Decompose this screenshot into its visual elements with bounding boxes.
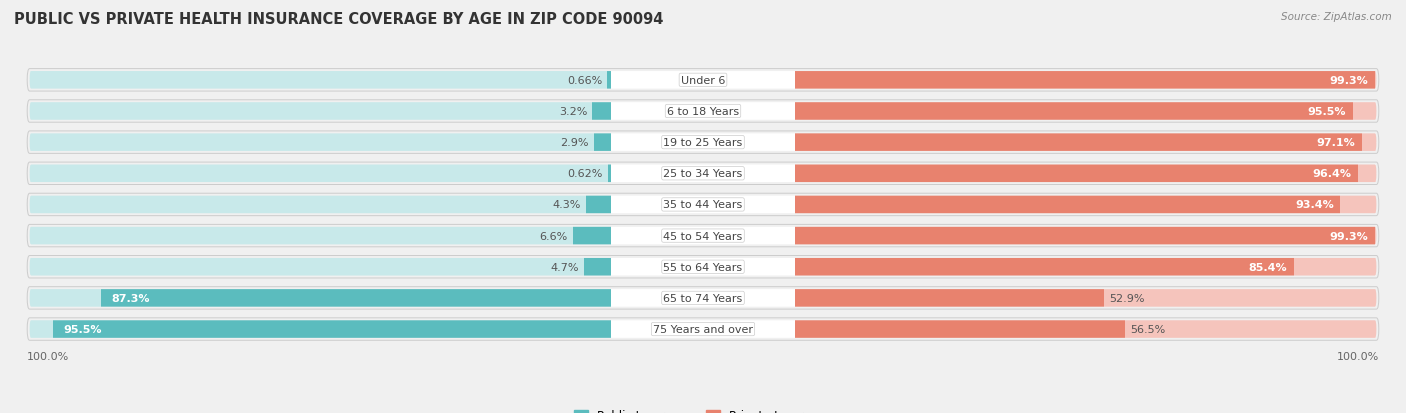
FancyBboxPatch shape	[27, 100, 1379, 123]
FancyBboxPatch shape	[583, 256, 612, 278]
Text: 95.5%: 95.5%	[63, 324, 101, 334]
FancyBboxPatch shape	[794, 163, 1358, 185]
FancyBboxPatch shape	[27, 256, 1379, 279]
Text: 3.2%: 3.2%	[558, 107, 588, 117]
FancyBboxPatch shape	[27, 162, 1379, 185]
FancyBboxPatch shape	[607, 69, 612, 92]
FancyBboxPatch shape	[27, 194, 612, 216]
Text: 87.3%: 87.3%	[111, 293, 149, 303]
Text: 65 to 74 Years: 65 to 74 Years	[664, 293, 742, 303]
FancyBboxPatch shape	[794, 225, 1379, 247]
Text: Under 6: Under 6	[681, 76, 725, 85]
FancyBboxPatch shape	[27, 69, 1379, 92]
FancyBboxPatch shape	[794, 69, 1375, 92]
Text: 97.1%: 97.1%	[1316, 138, 1355, 148]
FancyBboxPatch shape	[794, 318, 1125, 340]
Text: 99.3%: 99.3%	[1330, 76, 1368, 85]
FancyBboxPatch shape	[27, 132, 612, 154]
FancyBboxPatch shape	[592, 100, 612, 123]
Text: 100.0%: 100.0%	[1337, 351, 1379, 361]
FancyBboxPatch shape	[794, 132, 1379, 154]
Text: 19 to 25 Years: 19 to 25 Years	[664, 138, 742, 148]
FancyBboxPatch shape	[794, 194, 1340, 216]
Legend: Public Insurance, Private Insurance: Public Insurance, Private Insurance	[569, 404, 837, 413]
FancyBboxPatch shape	[794, 194, 1379, 216]
Text: 6.6%: 6.6%	[538, 231, 568, 241]
FancyBboxPatch shape	[794, 287, 1379, 309]
Text: 4.3%: 4.3%	[553, 200, 581, 210]
FancyBboxPatch shape	[586, 194, 612, 216]
FancyBboxPatch shape	[27, 318, 1379, 341]
FancyBboxPatch shape	[53, 318, 612, 340]
FancyBboxPatch shape	[101, 287, 612, 309]
FancyBboxPatch shape	[607, 163, 612, 185]
Text: PUBLIC VS PRIVATE HEALTH INSURANCE COVERAGE BY AGE IN ZIP CODE 90094: PUBLIC VS PRIVATE HEALTH INSURANCE COVER…	[14, 12, 664, 27]
Text: 85.4%: 85.4%	[1249, 262, 1286, 272]
Text: 4.7%: 4.7%	[550, 262, 578, 272]
FancyBboxPatch shape	[794, 69, 1379, 92]
Text: 6 to 18 Years: 6 to 18 Years	[666, 107, 740, 117]
Text: 35 to 44 Years: 35 to 44 Years	[664, 200, 742, 210]
FancyBboxPatch shape	[27, 69, 612, 92]
FancyBboxPatch shape	[794, 132, 1362, 154]
FancyBboxPatch shape	[572, 225, 612, 247]
Text: 45 to 54 Years: 45 to 54 Years	[664, 231, 742, 241]
FancyBboxPatch shape	[794, 256, 1379, 278]
FancyBboxPatch shape	[27, 225, 612, 247]
FancyBboxPatch shape	[595, 132, 612, 154]
Text: Source: ZipAtlas.com: Source: ZipAtlas.com	[1281, 12, 1392, 22]
Text: 0.66%: 0.66%	[567, 76, 602, 85]
FancyBboxPatch shape	[27, 100, 612, 123]
FancyBboxPatch shape	[27, 287, 612, 309]
FancyBboxPatch shape	[794, 163, 1379, 185]
Text: 100.0%: 100.0%	[27, 351, 69, 361]
Text: 55 to 64 Years: 55 to 64 Years	[664, 262, 742, 272]
FancyBboxPatch shape	[27, 225, 1379, 247]
FancyBboxPatch shape	[794, 225, 1375, 247]
Text: 2.9%: 2.9%	[561, 138, 589, 148]
Text: 99.3%: 99.3%	[1330, 231, 1368, 241]
FancyBboxPatch shape	[794, 256, 1294, 278]
Text: 96.4%: 96.4%	[1312, 169, 1351, 179]
Text: 75 Years and over: 75 Years and over	[652, 324, 754, 334]
FancyBboxPatch shape	[27, 287, 1379, 310]
Text: 93.4%: 93.4%	[1295, 200, 1334, 210]
FancyBboxPatch shape	[27, 163, 612, 185]
FancyBboxPatch shape	[27, 193, 1379, 216]
Text: 56.5%: 56.5%	[1130, 324, 1166, 334]
FancyBboxPatch shape	[794, 100, 1353, 123]
FancyBboxPatch shape	[27, 131, 1379, 154]
Text: 52.9%: 52.9%	[1109, 293, 1144, 303]
FancyBboxPatch shape	[27, 318, 612, 340]
FancyBboxPatch shape	[27, 256, 612, 278]
Text: 25 to 34 Years: 25 to 34 Years	[664, 169, 742, 179]
Text: 0.62%: 0.62%	[567, 169, 602, 179]
FancyBboxPatch shape	[794, 318, 1379, 340]
FancyBboxPatch shape	[794, 100, 1379, 123]
Text: 95.5%: 95.5%	[1308, 107, 1346, 117]
FancyBboxPatch shape	[794, 287, 1104, 309]
